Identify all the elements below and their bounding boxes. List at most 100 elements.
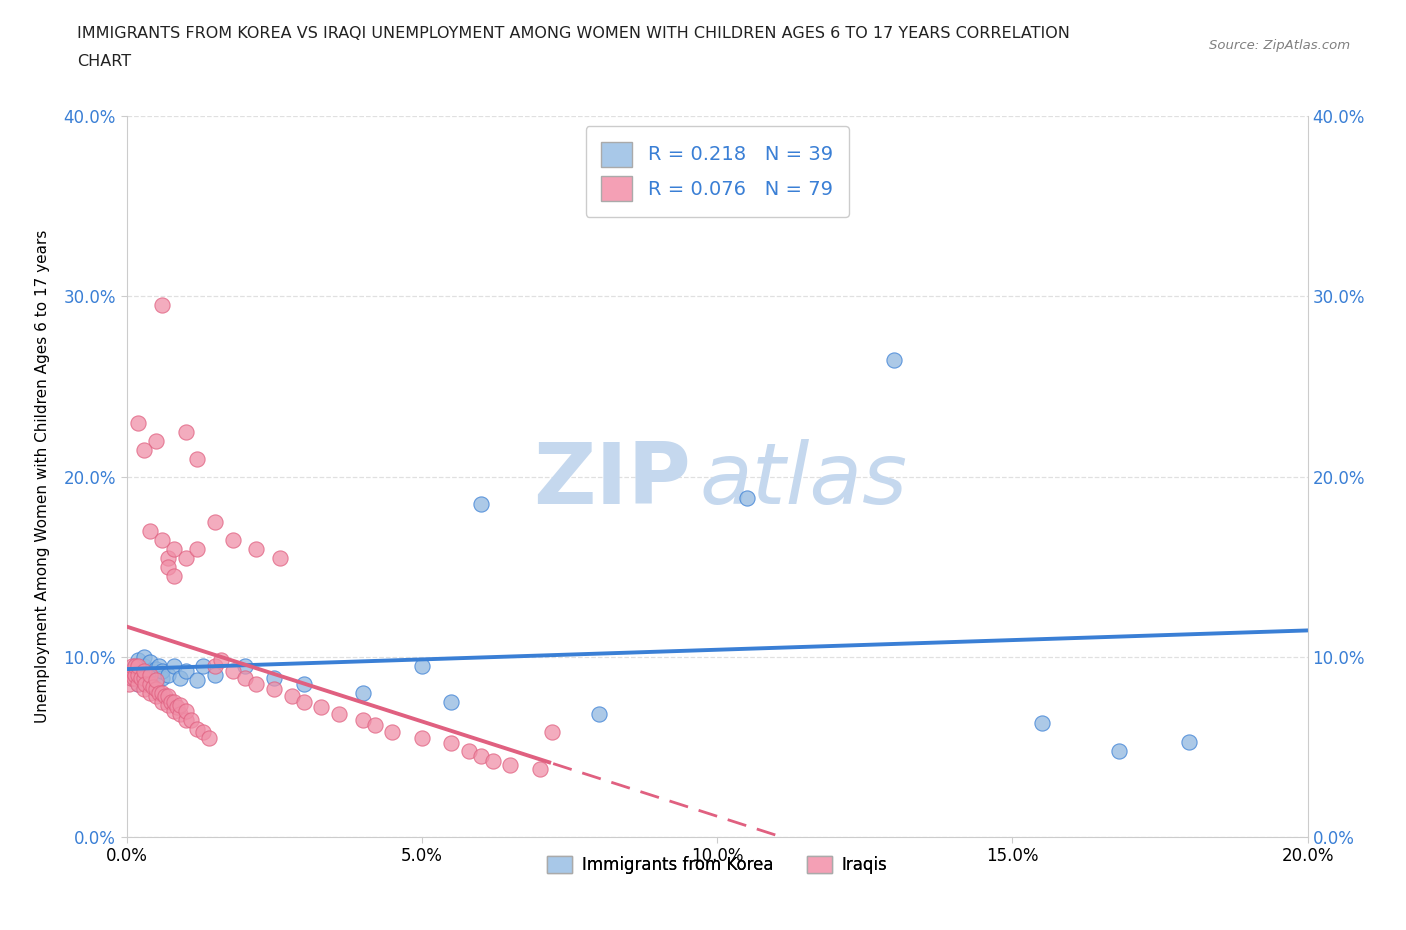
Point (281, 689, 304, 704)
Point (124, 658, 146, 673)
Point (134, 442, 156, 457)
Point (134, 671, 156, 686)
Point (156, 689, 179, 704)
Point (127, 668, 149, 683)
Point (122, 664, 145, 679)
Point (481, 754, 503, 769)
Point (129, 671, 153, 686)
Point (139, 685, 162, 700)
Point (139, 524, 162, 538)
Point (193, 725, 215, 740)
Point (363, 718, 385, 733)
Point (174, 424, 197, 439)
Point (145, 689, 167, 704)
Point (174, 703, 197, 718)
Point (127, 415, 149, 430)
Point (134, 649, 156, 664)
Point (145, 682, 167, 697)
Point (204, 668, 226, 683)
Point (411, 658, 433, 673)
Point (134, 676, 156, 691)
Point (169, 707, 191, 722)
Point (160, 695, 183, 710)
Point (458, 743, 481, 758)
Point (156, 698, 179, 713)
Point (166, 700, 188, 715)
Point (156, 559, 179, 574)
Point (120, 671, 142, 686)
Point (292, 676, 315, 691)
Point (186, 722, 208, 737)
Legend: Immigrants from Korea, Iraqis: Immigrants from Korea, Iraqis (540, 849, 894, 881)
Point (269, 551, 291, 565)
Point (134, 682, 156, 697)
Point (1031, 716, 1053, 731)
Point (233, 671, 256, 686)
Point (124, 668, 146, 683)
Point (120, 668, 142, 683)
Text: CHART: CHART (77, 54, 131, 69)
Point (209, 653, 232, 668)
Point (245, 541, 267, 556)
Point (352, 712, 374, 727)
Point (1178, 734, 1201, 749)
Point (169, 698, 191, 713)
Point (163, 703, 186, 718)
Point (540, 725, 562, 740)
Point (735, 491, 758, 506)
Point (193, 658, 215, 673)
Text: atlas: atlas (699, 439, 907, 522)
Point (180, 712, 202, 727)
Point (163, 541, 186, 556)
Point (411, 730, 433, 745)
Point (139, 676, 162, 691)
Point (153, 689, 176, 704)
Point (169, 671, 191, 686)
Y-axis label: Unemployment Among Women with Children Ages 6 to 17 years: Unemployment Among Women with Children A… (35, 230, 49, 724)
Point (204, 514, 226, 529)
Point (148, 685, 170, 700)
Point (163, 695, 186, 710)
Point (150, 671, 173, 686)
Point (118, 676, 141, 691)
Point (150, 664, 173, 679)
Point (883, 352, 905, 367)
Point (139, 655, 162, 670)
Point (150, 695, 173, 710)
Point (174, 664, 197, 679)
Point (121, 671, 143, 686)
Text: ZIP: ZIP (533, 439, 692, 522)
Point (145, 672, 167, 687)
Point (129, 671, 153, 686)
Point (186, 672, 208, 687)
Point (233, 658, 256, 673)
Point (124, 658, 146, 673)
Point (499, 757, 522, 772)
Point (328, 707, 350, 722)
Point (186, 451, 208, 466)
Point (122, 671, 145, 686)
Point (204, 658, 226, 673)
Point (186, 541, 208, 556)
Point (588, 707, 610, 722)
Point (156, 668, 179, 683)
Point (163, 658, 186, 673)
Point (134, 658, 156, 673)
Point (440, 736, 463, 751)
Point (145, 662, 167, 677)
Point (470, 497, 492, 512)
Point (381, 725, 404, 740)
Point (127, 653, 149, 668)
Point (142, 668, 165, 683)
Point (163, 568, 186, 583)
Point (142, 680, 165, 695)
Point (198, 730, 221, 745)
Point (134, 664, 156, 679)
Point (174, 551, 197, 565)
Point (156, 551, 179, 565)
Point (440, 695, 463, 710)
Point (292, 695, 315, 710)
Point (139, 668, 162, 683)
Point (263, 671, 285, 686)
Point (174, 712, 197, 727)
